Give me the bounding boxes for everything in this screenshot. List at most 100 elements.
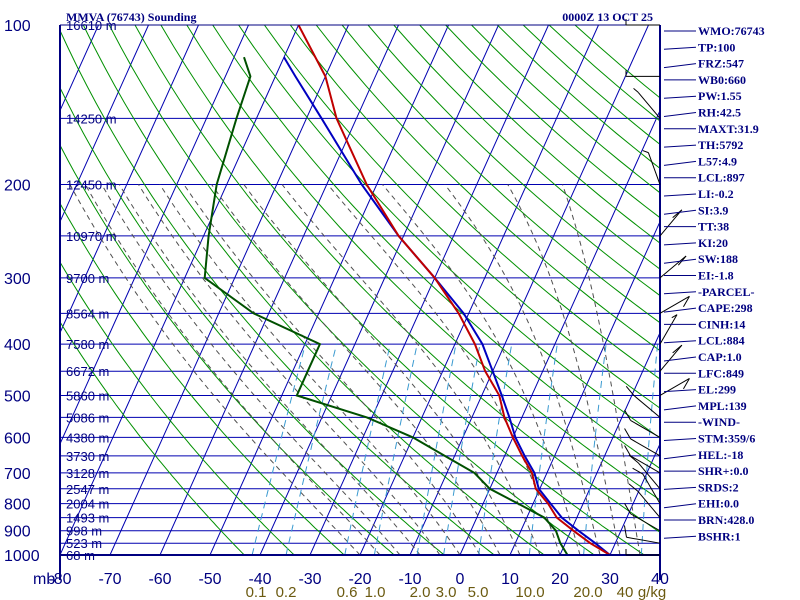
isotherm [309, 25, 549, 555]
dry-adiabat [289, 25, 660, 380]
isotherm [559, 331, 660, 555]
dry-adiabat [574, 25, 660, 99]
index-connector [663, 63, 697, 69]
index-connector [663, 242, 697, 246]
temperature-tick-label: -60 [148, 571, 171, 588]
mixing-ratio-label: 5.0 [468, 584, 489, 600]
dry-adiabat [60, 202, 346, 555]
isotherm [459, 109, 660, 555]
pressure-unit-label: mb [33, 571, 55, 588]
index-entry: LCL:897 [698, 171, 745, 185]
chart-axes [59, 24, 661, 580]
height-label: 2547 m [66, 482, 109, 497]
index-entry: LCL:884 [698, 334, 745, 348]
wind-barb [624, 445, 661, 474]
index-connector [663, 438, 697, 441]
wind-barb [628, 483, 661, 518]
index-connector [663, 258, 697, 264]
height-label: 5086 m [66, 410, 109, 425]
index-entry: BSHR:1 [698, 529, 741, 543]
dry-adiabat [263, 25, 660, 409]
index-entry: SI:3.9 [698, 203, 728, 217]
index-entry: BRN:428.0 [698, 513, 754, 527]
indices-panel: WMO:76743 TP:100 FRZ:547 WB0:660 PW:1.55 RH:4… [663, 24, 765, 543]
index-entry: SW:188 [698, 252, 738, 266]
parcel-trace [283, 56, 611, 555]
pressure-tick-label: 700 [4, 466, 31, 483]
mixing-ratio-line [478, 344, 513, 555]
index-entry: LFC:849 [698, 366, 744, 380]
index-entry: FRZ:547 [698, 57, 744, 71]
index-entry: TT:38 [698, 220, 729, 234]
mixing-ratio-label: 40 [617, 584, 634, 600]
height-label: 8564 m [66, 306, 109, 321]
index-connector [663, 503, 697, 509]
moist-adiabat [69, 184, 361, 555]
mixing-ratio-label: 0.2 [276, 584, 297, 600]
wind-barb [624, 428, 661, 457]
sounding-profiles [203, 25, 611, 555]
index-entry: -WIND- [698, 415, 740, 429]
index-entry: -PARCEL- [698, 285, 754, 299]
moist-adiabat [138, 184, 441, 555]
height-label: 16610 m [66, 18, 117, 33]
wind-barb [625, 19, 660, 26]
index-connector [663, 307, 697, 313]
index-entry: CAPE:298 [698, 301, 753, 315]
wind-barb [659, 295, 690, 314]
dry-adiabat [522, 25, 660, 146]
isotherm [60, 25, 149, 223]
index-entry: EL:299 [698, 383, 736, 397]
dry-adiabat [186, 25, 660, 501]
moist-adiabat [211, 184, 501, 555]
pressure-tick-label: 200 [4, 178, 31, 195]
temperature-tick-label: 40 [651, 571, 669, 588]
isotherm [60, 25, 199, 334]
index-connector [663, 160, 697, 166]
pressure-tick-label: 100 [4, 18, 31, 35]
wind-barb [659, 314, 678, 345]
index-entry: TP:100 [698, 40, 735, 54]
pressure-tick-label: 300 [4, 271, 31, 288]
index-connector [663, 535, 697, 539]
index-connector [663, 486, 697, 490]
height-label: 998 m [66, 524, 102, 539]
height-label: 6672 m [66, 364, 109, 379]
pressure-tick-label: 400 [4, 337, 31, 354]
index-entry: SRDS:2 [698, 480, 739, 494]
wind-barb [659, 255, 687, 279]
mixing-ratio-line [285, 343, 338, 555]
wind-barb [624, 409, 661, 438]
mixing-ratio-label: 2.0 [410, 584, 431, 600]
isotherm [259, 25, 499, 555]
index-connector [663, 405, 697, 411]
temperature-trace [297, 25, 611, 555]
index-entry: CAP:1.0 [698, 350, 742, 364]
dry-adiabat [60, 86, 446, 555]
index-entry: L57:4.9 [698, 154, 737, 168]
height-label: 3128 m [66, 466, 109, 481]
index-entry: WMO:76743 [698, 24, 765, 38]
mixing-ratio-label: 3.0 [436, 584, 457, 600]
mixing-ratio-line [373, 343, 418, 555]
mixing-ratio-label: 1.0 [365, 584, 386, 600]
dry-adiabat [134, 25, 646, 555]
dry-adiabat [393, 25, 660, 270]
mixing-ratio-label: 10.0 [515, 584, 544, 600]
dry-adiabat [108, 25, 596, 555]
height-label: 7580 m [66, 337, 109, 352]
wind-barb [625, 386, 661, 418]
isotherm [109, 25, 349, 555]
height-label: 2004 m [66, 497, 109, 512]
index-entry: MPL:139 [698, 399, 747, 413]
index-entry: LI:-0.2 [698, 187, 734, 201]
isotherm [159, 25, 399, 555]
dewpoint-trace [203, 56, 569, 555]
chart-datetime: 0000Z 13 OCT 25 [562, 10, 653, 24]
index-connector [663, 356, 697, 362]
height-label: 68 m [66, 548, 95, 563]
index-entry: TH:5792 [698, 138, 743, 152]
temperature-tick-label: -50 [198, 571, 221, 588]
mixing-ratio-line [344, 343, 391, 555]
